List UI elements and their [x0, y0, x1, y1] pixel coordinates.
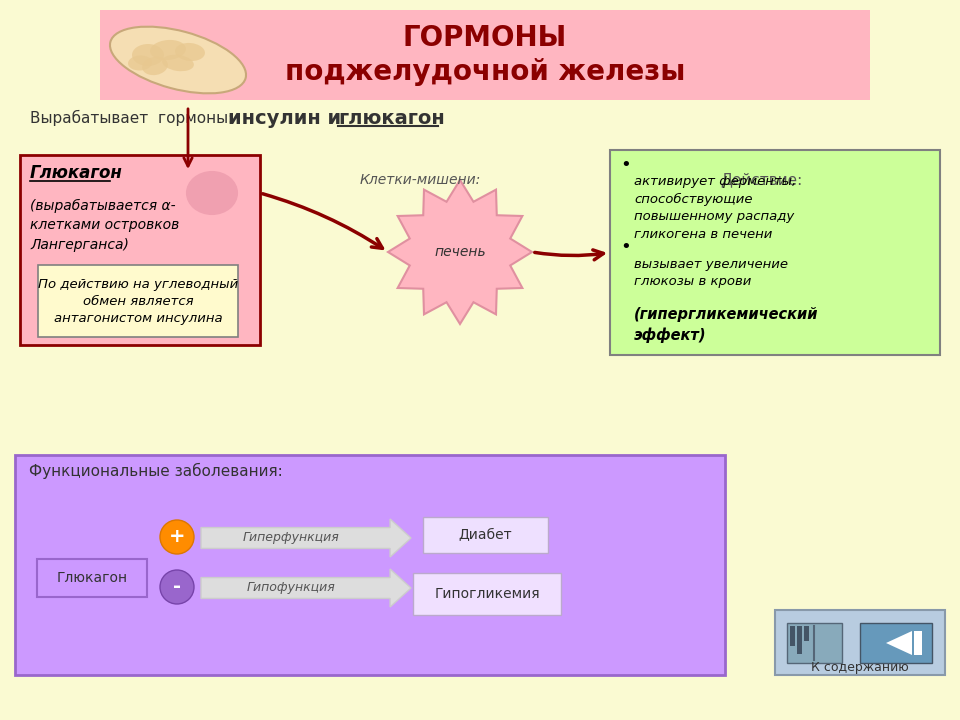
Bar [413, 573, 561, 615]
Text: Вырабатывает  гормоны:: Вырабатывает гормоны: [30, 110, 238, 126]
Polygon shape [201, 519, 411, 557]
Text: Глюкагон: Глюкагон [57, 571, 128, 585]
Text: Гипогликемия: Гипогликемия [434, 587, 540, 601]
Polygon shape [886, 631, 912, 655]
Ellipse shape [175, 43, 205, 61]
Ellipse shape [128, 55, 152, 71]
Bar [610, 150, 940, 355]
Bar [914, 631, 922, 655]
Text: -: - [173, 577, 181, 596]
Text: вызывает увеличение
глюкозы в крови: вызывает увеличение глюкозы в крови [634, 258, 788, 288]
Text: +: + [169, 528, 185, 546]
Bar [775, 610, 945, 675]
Circle shape [160, 570, 194, 604]
Text: К содержанию: К содержанию [811, 660, 909, 673]
Bar [787, 623, 842, 663]
Text: глюкагон: глюкагон [338, 109, 444, 127]
Text: Диабет: Диабет [459, 528, 513, 542]
Text: Функциональные заболевания:: Функциональные заболевания: [29, 463, 283, 479]
Text: Гиперфункция: Гиперфункция [243, 531, 340, 544]
Bar [423, 517, 548, 553]
Bar [860, 623, 932, 663]
Bar [804, 626, 809, 641]
Text: Гипофункция: Гипофункция [247, 582, 335, 595]
Circle shape [160, 520, 194, 554]
Ellipse shape [150, 40, 186, 60]
Ellipse shape [132, 44, 164, 66]
Text: •: • [620, 156, 631, 174]
Text: •: • [620, 238, 631, 256]
Polygon shape [201, 569, 411, 607]
Text: Клетки-мишени:: Клетки-мишени: [359, 173, 481, 187]
Bar [37, 559, 147, 597]
Ellipse shape [187, 172, 237, 214]
Text: Действие:: Действие: [720, 173, 803, 187]
Text: По действию на углеводный
обмен является
антагонистом инсулина: По действию на углеводный обмен является… [37, 277, 238, 325]
Text: ГОРМОНЫ: ГОРМОНЫ [403, 24, 567, 52]
Text: инсулин и: инсулин и [228, 109, 348, 127]
Text: поджелудочной железы: поджелудочной железы [285, 58, 685, 86]
Bar [20, 155, 260, 345]
Text: печень: печень [434, 245, 486, 259]
Text: Глюкагон: Глюкагон [30, 164, 123, 182]
Bar [797, 626, 802, 654]
Bar [15, 455, 725, 675]
Text: активирует ферменты,
способствующие
повышенному распаду
гликогена в печени: активирует ферменты, способствующие повы… [634, 175, 797, 240]
Polygon shape [388, 180, 532, 324]
Text: (гипергликемический
эффект): (гипергликемический эффект) [634, 307, 819, 343]
Ellipse shape [110, 27, 246, 94]
Ellipse shape [162, 55, 194, 71]
Bar [100, 10, 870, 100]
Ellipse shape [142, 57, 168, 75]
Bar [38, 265, 238, 337]
Bar [790, 626, 795, 646]
Text: (вырабатывается α-
клетками островков
Лангерганса): (вырабатывается α- клетками островков Ла… [30, 199, 180, 251]
